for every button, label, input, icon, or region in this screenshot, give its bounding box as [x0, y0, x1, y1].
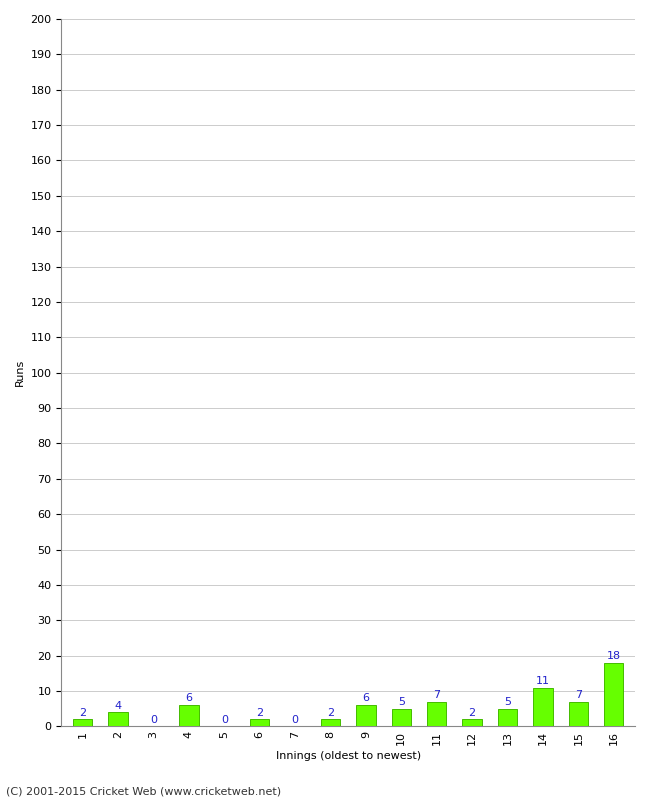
Text: 11: 11 [536, 676, 550, 686]
Bar [604, 662, 623, 726]
Bar [73, 719, 92, 726]
Text: 0: 0 [292, 714, 298, 725]
Text: 5: 5 [398, 697, 405, 707]
Text: 2: 2 [256, 708, 263, 718]
Bar [320, 719, 340, 726]
Text: 6: 6 [363, 694, 369, 703]
Bar [391, 709, 411, 726]
Bar [462, 719, 482, 726]
Text: 5: 5 [504, 697, 511, 707]
Text: 0: 0 [150, 714, 157, 725]
Bar [533, 687, 552, 726]
Text: 0: 0 [221, 714, 228, 725]
Text: 6: 6 [185, 694, 192, 703]
Bar [498, 709, 517, 726]
X-axis label: Innings (oldest to newest): Innings (oldest to newest) [276, 751, 421, 761]
Text: 2: 2 [327, 708, 334, 718]
Text: 2: 2 [469, 708, 476, 718]
Bar [427, 702, 447, 726]
Bar [179, 706, 199, 726]
Bar [356, 706, 376, 726]
Text: (C) 2001-2015 Cricket Web (www.cricketweb.net): (C) 2001-2015 Cricket Web (www.cricketwe… [6, 786, 281, 796]
Text: 7: 7 [575, 690, 582, 700]
Y-axis label: Runs: Runs [15, 359, 25, 386]
Bar [109, 712, 128, 726]
Text: 2: 2 [79, 708, 86, 718]
Text: 18: 18 [606, 651, 621, 661]
Text: 7: 7 [433, 690, 440, 700]
Bar [250, 719, 269, 726]
Bar [569, 702, 588, 726]
Text: 4: 4 [114, 701, 122, 710]
